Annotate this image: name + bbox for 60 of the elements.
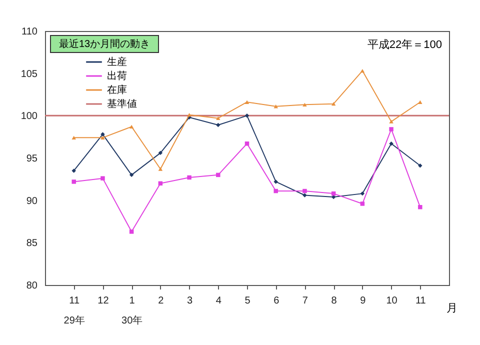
point — [187, 112, 192, 117]
point — [100, 176, 105, 180]
point — [418, 164, 422, 168]
y-tick-label: 80 — [26, 280, 38, 292]
x-tick-label: 4 — [216, 296, 222, 306]
point — [72, 136, 76, 140]
x-tick-label: 11 — [415, 296, 426, 306]
y-tick-label: 90 — [26, 196, 38, 207]
point — [274, 188, 278, 194]
x-tick-label: 5 — [244, 296, 251, 306]
y-tick-label: 100 — [20, 111, 38, 122]
text: 最近13か月間の動き — [50, 35, 160, 53]
point — [360, 68, 365, 73]
point — [158, 167, 163, 171]
annotation: 平成22年＝100 — [367, 38, 442, 52]
point — [129, 230, 134, 234]
point — [274, 104, 278, 108]
y-tick-label: 95 — [26, 154, 38, 164]
point — [274, 180, 278, 184]
x-tick-label: 3 — [187, 296, 194, 306]
point — [72, 180, 76, 184]
legend-label: 生産 — [107, 56, 127, 68]
x-tick-label: 12 — [98, 296, 110, 306]
x-tick-label: 2 — [158, 296, 164, 306]
point — [216, 122, 220, 128]
point — [129, 172, 134, 178]
point — [244, 100, 250, 104]
point — [331, 102, 336, 106]
x-tick-label: 6 — [274, 296, 280, 306]
point — [100, 132, 105, 136]
x-tick-label: 8 — [331, 296, 338, 306]
x-tick-label: 10 — [386, 296, 398, 306]
point — [129, 124, 134, 129]
x-axis-title: 月 — [446, 302, 458, 314]
y-tick-label: 105 — [20, 68, 38, 80]
x-tick-label: 7 — [302, 296, 308, 306]
point — [216, 116, 220, 120]
point — [360, 191, 365, 196]
point — [389, 141, 394, 146]
x-tick-label: 11 29年 — [64, 296, 85, 326]
legend-label: 基準値 — [107, 98, 137, 110]
point — [216, 172, 220, 178]
y-tick-label: 110 — [22, 26, 38, 38]
point — [302, 193, 307, 198]
legend-label: 在庫 — [107, 84, 127, 96]
point — [100, 136, 105, 140]
point — [158, 150, 163, 156]
point — [72, 168, 76, 173]
y-tick-label: 85 — [26, 238, 38, 250]
point — [360, 202, 365, 206]
x-tick-label: 1 30年 — [122, 296, 143, 326]
point — [389, 127, 394, 132]
point — [418, 100, 422, 104]
point — [302, 188, 307, 194]
point — [302, 102, 307, 106]
point — [418, 204, 422, 210]
point — [389, 120, 394, 124]
point — [187, 175, 192, 180]
x-tick-label: 9 — [360, 296, 366, 306]
legend-label: 出荷 — [107, 70, 127, 82]
